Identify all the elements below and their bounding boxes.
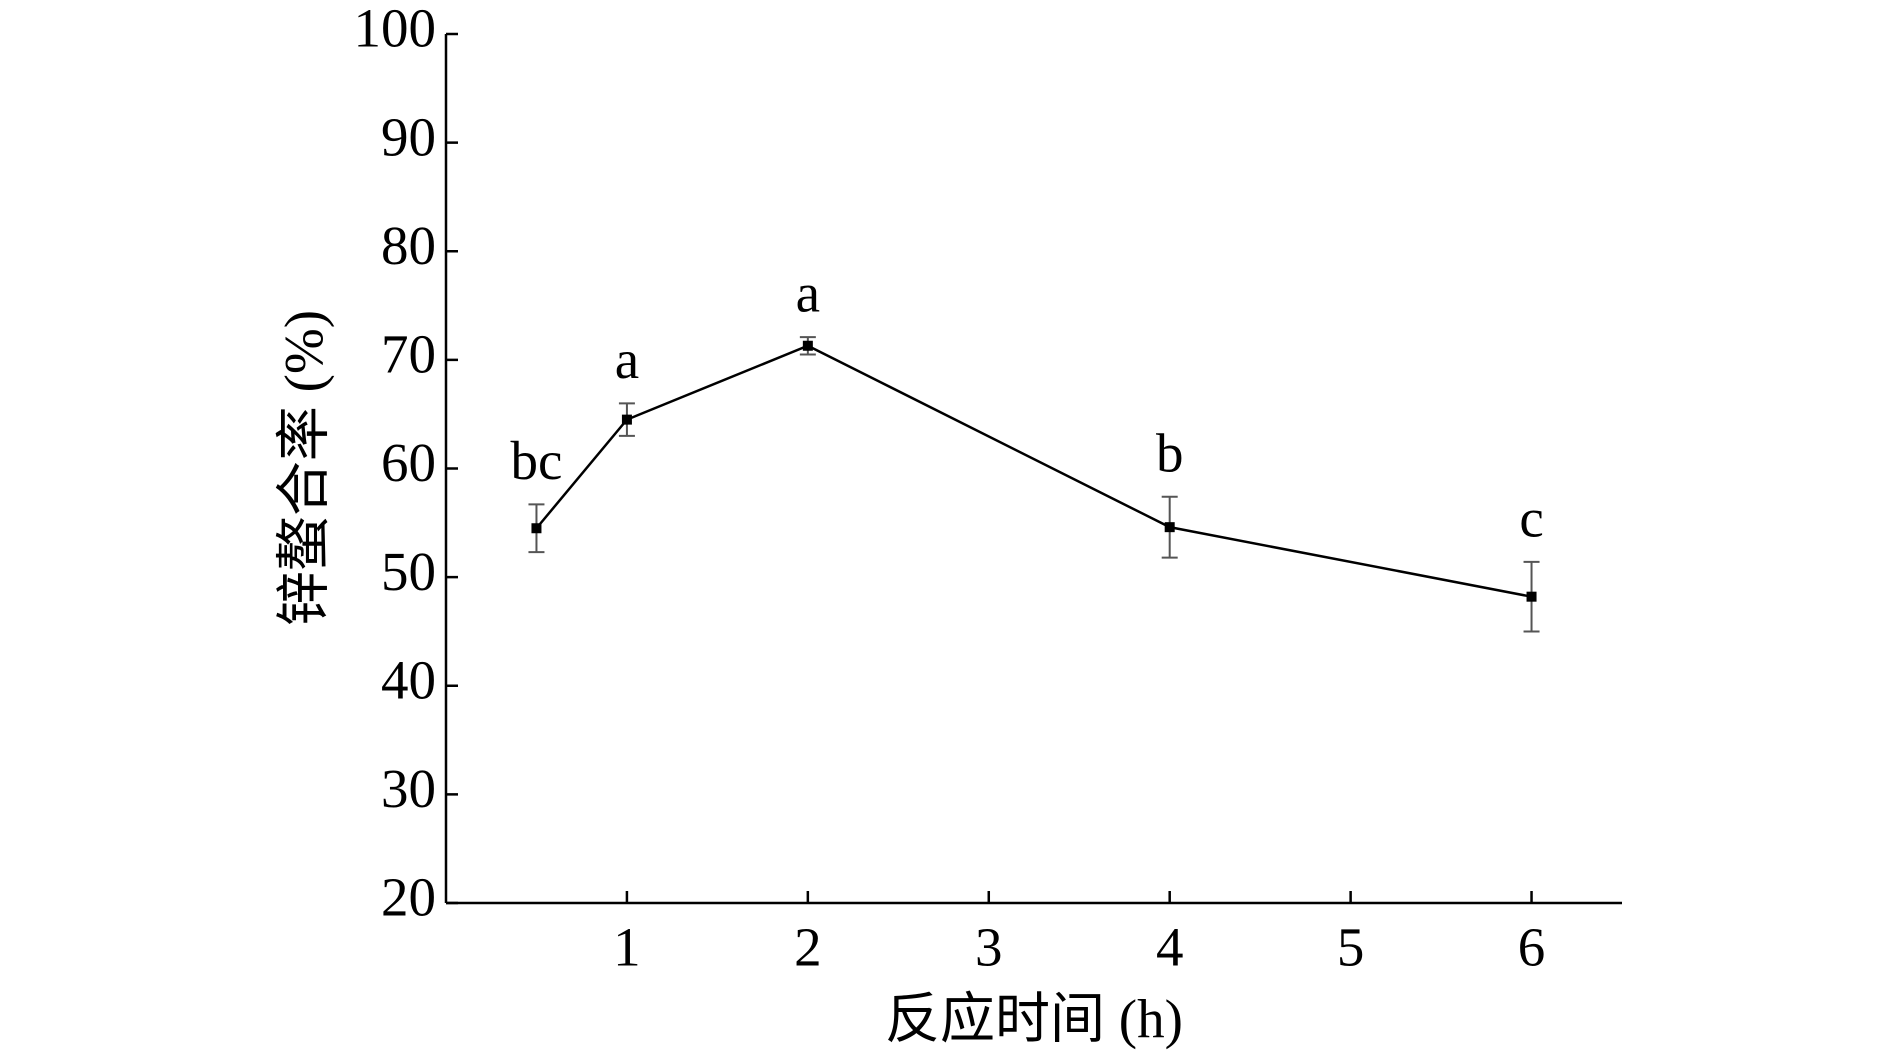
data-line xyxy=(535,344,1532,598)
x-tick-label: 2 xyxy=(794,917,822,978)
x-tick-label: 4 xyxy=(1156,917,1184,978)
y-tick-label: 60 xyxy=(381,432,436,493)
y-tick-label: 100 xyxy=(354,0,437,59)
data-point xyxy=(1526,591,1537,602)
data-point xyxy=(531,523,542,534)
x-tick-label: 3 xyxy=(975,917,1003,978)
data-point xyxy=(1164,522,1175,533)
y-axis-label: 锌螯合率 (%) xyxy=(274,310,335,626)
y-tick-label: 90 xyxy=(381,106,436,167)
x-axis-label: 反应时间 (h) xyxy=(885,989,1183,1050)
point-label: bc xyxy=(511,430,563,491)
y-tick-label: 40 xyxy=(381,649,436,710)
point-label: b xyxy=(1156,422,1184,483)
x-tick-label: 6 xyxy=(1518,917,1546,978)
y-tick-label: 80 xyxy=(381,215,436,276)
y-tick-label: 70 xyxy=(381,324,436,385)
point-label: c xyxy=(1519,488,1543,549)
y-tick-label: 20 xyxy=(381,867,436,928)
y-tick-label: 50 xyxy=(381,541,436,602)
data-point xyxy=(802,340,813,351)
x-tick-label: 5 xyxy=(1337,917,1365,978)
y-tick-label: 30 xyxy=(381,758,436,819)
point-label: a xyxy=(796,263,820,324)
point-label: a xyxy=(615,329,639,390)
data-point xyxy=(621,414,632,425)
x-tick-label: 1 xyxy=(613,917,641,978)
